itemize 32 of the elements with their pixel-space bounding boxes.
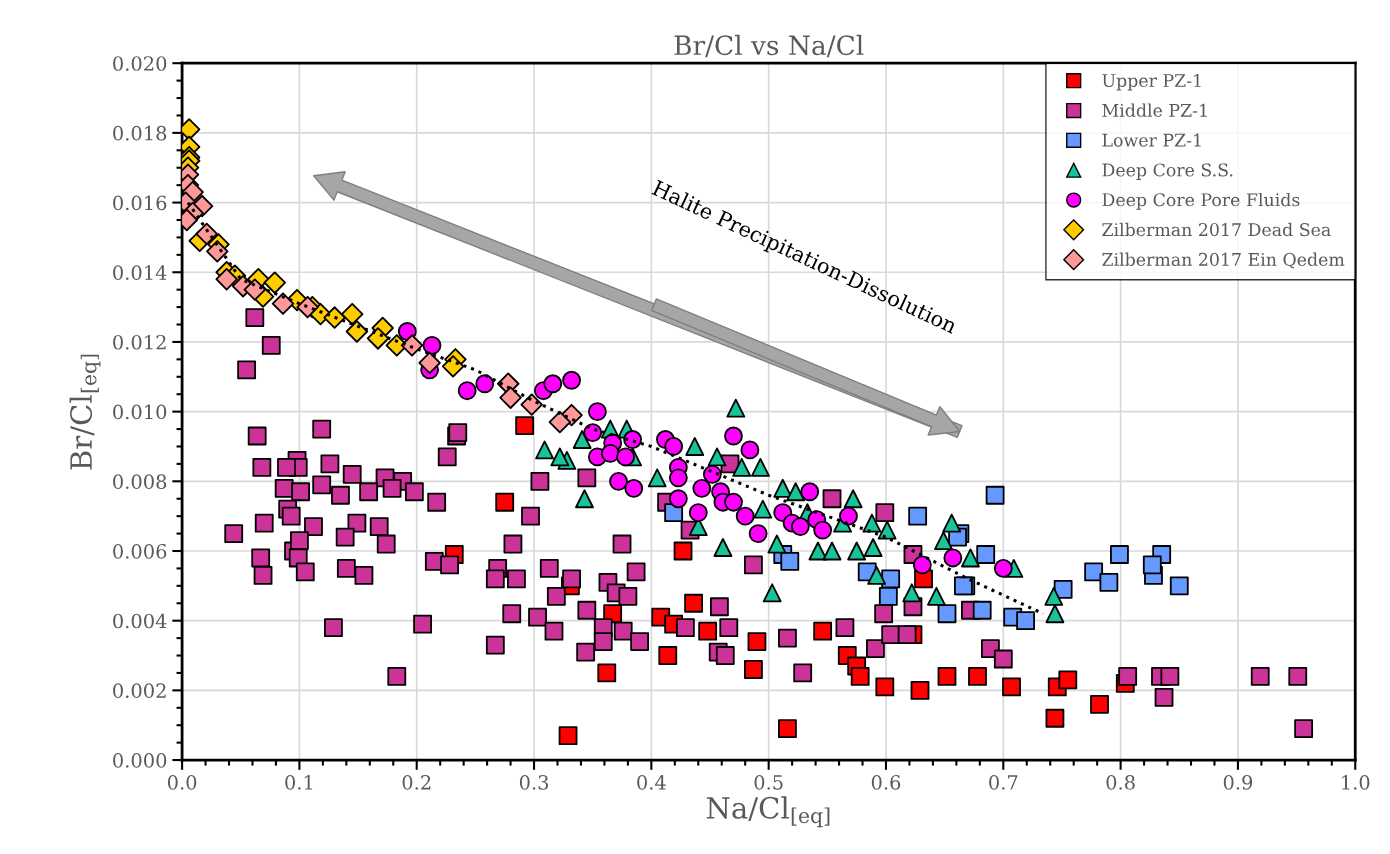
legend-label: Deep Core Pore Fluids <box>1102 192 1300 210</box>
legend-label: Zilberman 2017 Ein Qedem <box>1102 252 1345 269</box>
y-tick-label: 0.008 <box>113 474 167 489</box>
x-tick-label: 0.1 <box>285 774 313 790</box>
legend-label: Zilberman 2017 Dead Sea <box>1102 222 1331 237</box>
legend-label: Deep Core S.S. <box>1102 163 1233 180</box>
x-tick-label: 0.8 <box>1106 774 1135 790</box>
chart-title: Br/Cl vs Na/Cl <box>674 34 864 58</box>
y-tick-label: 0.014 <box>113 265 167 280</box>
y-tick-label: 0.012 <box>113 334 166 350</box>
y-tick-label: 0.018 <box>113 125 167 141</box>
x-tick-label: 0.3 <box>519 774 549 790</box>
y-tick-label: 0.002 <box>113 683 166 699</box>
x-tick-label: 0.4 <box>637 774 666 790</box>
y-axis-title: Br/Cl$_{[eq]}$ <box>69 354 101 470</box>
y-tick-label: 0.016 <box>113 195 167 211</box>
y-tick-label: 0.020 <box>113 56 167 71</box>
x-tick-label: 1.0 <box>1342 774 1370 790</box>
x-tick-label: 0.9 <box>1223 774 1253 790</box>
legend-label: Middle PZ-1 <box>1102 103 1207 117</box>
y-tick-label: 0.006 <box>113 543 167 559</box>
x-axis-title: Na/Cl$_{[eq]}$ <box>706 796 830 828</box>
legend-label: Upper PZ-1 <box>1102 73 1201 91</box>
y-tick-label: 0.000 <box>113 753 167 768</box>
y-tick-label: 0.010 <box>113 404 167 420</box>
x-tick-label: 0.6 <box>871 774 901 790</box>
x-tick-label: 0.7 <box>989 774 1018 790</box>
x-tick-label: 0.5 <box>754 774 783 790</box>
y-tick-label: 0.004 <box>113 613 167 629</box>
x-tick-label: 0.0 <box>167 774 197 790</box>
x-tick-label: 0.2 <box>402 774 431 790</box>
legend-label: Lower PZ-1 <box>1102 133 1201 147</box>
